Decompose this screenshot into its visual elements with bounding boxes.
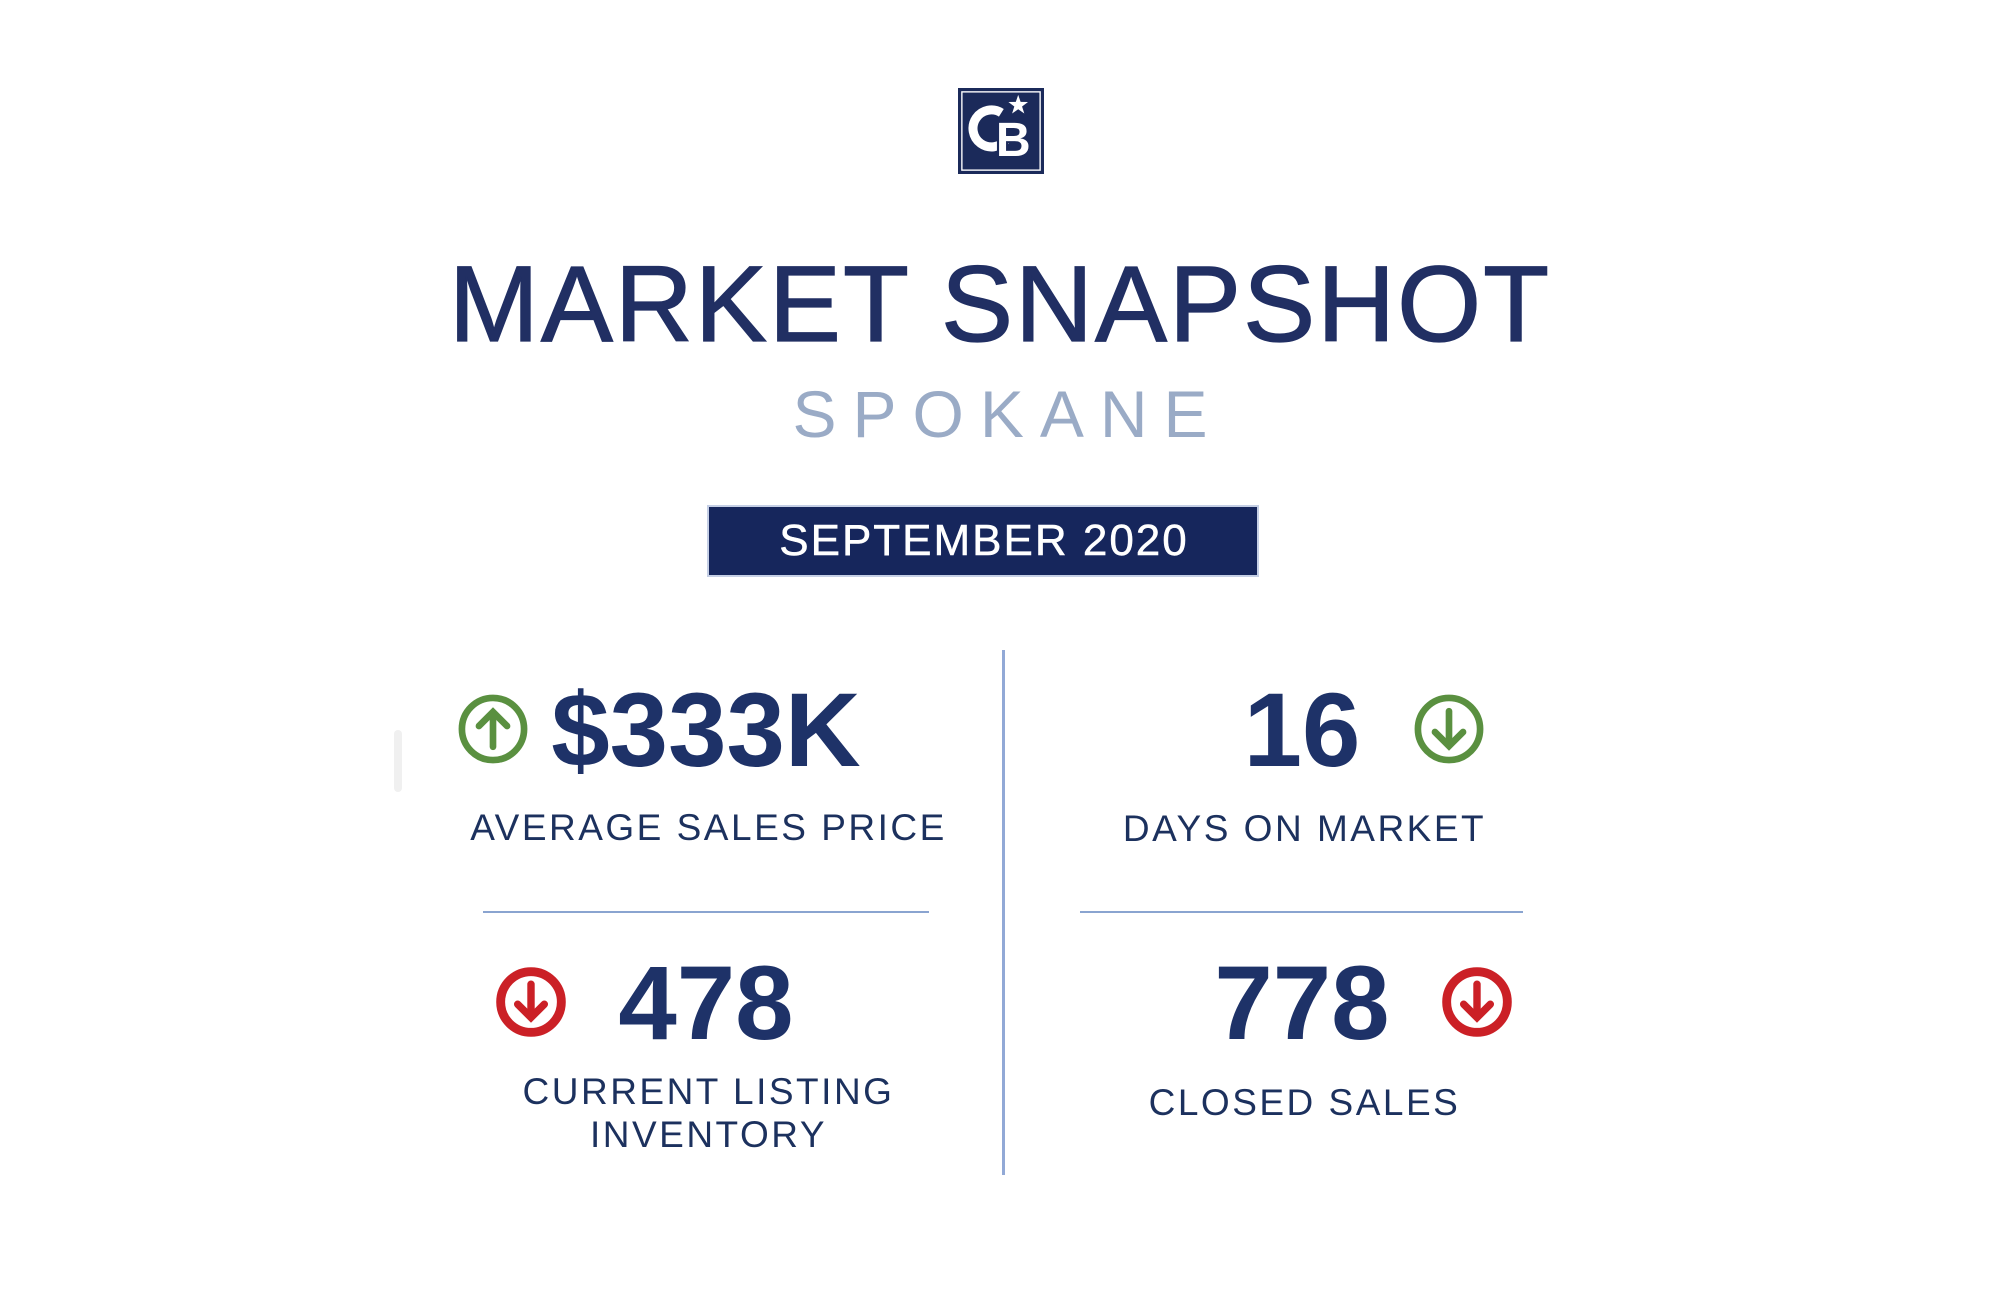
cb-logo-icon: B [958, 88, 1044, 174]
coldwell-banker-logo: B [958, 88, 1044, 174]
trend-down-icon [496, 966, 567, 1037]
stat-value: 16 [1243, 672, 1361, 789]
star-icon [1008, 94, 1029, 114]
horizontal-divider-left [483, 911, 929, 913]
stat-label-line2: INVENTORY [589, 1114, 828, 1155]
trend-up-icon [458, 694, 528, 763]
background-artifact [394, 730, 402, 792]
stat-value: $333K [551, 672, 861, 789]
stat-value: 478 [618, 945, 794, 1062]
stat-value: 778 [1214, 945, 1390, 1062]
stat-label-days-on-market: DAYS ON MARKET [1122, 808, 1487, 849]
period-banner: SEPTEMBER 2020 [707, 505, 1259, 577]
trend-down-icon [1414, 694, 1484, 763]
stat-average-sales-price: $333K [406, 678, 1006, 783]
city-subtitle: SPOKANE [792, 377, 1224, 451]
stat-label-current-listing-inventory: CURRENT LISTING INVENTORY [406, 1070, 1009, 1156]
horizontal-divider-right [1080, 911, 1523, 913]
trend-down-icon [1441, 966, 1512, 1037]
period-label: SEPTEMBER 2020 [779, 516, 1189, 566]
stat-label-line1: CURRENT LISTING [522, 1071, 895, 1112]
vertical-divider [1002, 650, 1005, 1175]
stat-days-on-market: 16 [1002, 678, 1602, 783]
svg-text:B: B [996, 113, 1031, 167]
stat-label-average-sales-price: AVERAGE SALES PRICE [470, 807, 947, 848]
stat-closed-sales: 778 [1002, 951, 1602, 1056]
page-title: MARKET SNAPSHOT [448, 243, 1552, 364]
stat-label-closed-sales: CLOSED SALES [1148, 1082, 1461, 1123]
stat-current-listing-inventory: 478 [406, 951, 1006, 1056]
